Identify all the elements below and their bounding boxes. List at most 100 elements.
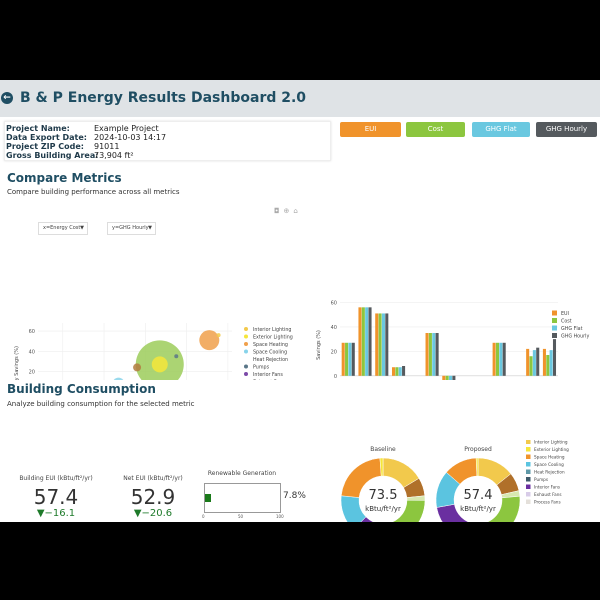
bar-ghg-hourly <box>351 342 355 376</box>
renewable-bar-fill <box>205 494 211 502</box>
pie-legend-marker <box>526 499 531 504</box>
project-name-row: Project Name: Example Project <box>6 124 159 133</box>
bar-ghg-flat <box>381 313 385 376</box>
legend-label: Space Cooling <box>253 350 287 356</box>
pie-legend-marker <box>526 492 531 497</box>
legend-marker <box>552 318 557 323</box>
ghg-flat-button[interactable]: GHG Flat <box>472 122 530 137</box>
home-icon[interactable]: ⌂ <box>293 207 302 215</box>
legend-label: Heat Rejection <box>253 357 288 363</box>
legend-label: GHG Hourly <box>561 334 589 340</box>
net-eui-label: Net EUI (kBtu/ft²/yr) <box>123 475 183 482</box>
y-tick-label: 40 <box>29 349 35 355</box>
legend-label: Pumps <box>253 365 270 371</box>
scatter-chart: −20−2000202040406060Energy Cost Savings … <box>14 323 293 380</box>
bar-ghg-flat <box>499 342 503 376</box>
pie-legend-label: Interior Fans <box>534 485 560 490</box>
scatter-point-space-heating <box>199 330 220 351</box>
pie-legend-marker <box>526 469 531 474</box>
bar-ghg-hourly <box>402 366 406 376</box>
bar-ghg-hourly <box>385 313 389 376</box>
bar-eui <box>358 307 362 376</box>
y-tick-label: 0 <box>334 374 337 380</box>
pie-legend-label: Space Heating <box>534 455 565 460</box>
bar-cost <box>378 313 382 376</box>
renewable-tick-0: 0 <box>202 514 205 519</box>
pie-legend-label: Exterior Lighting <box>534 447 569 452</box>
compare-metrics-subtitle: Compare building performance across all … <box>7 188 180 196</box>
x-axis-select[interactable]: x=Energy Cost ▼ <box>38 222 88 235</box>
y-tick-label: 60 <box>331 300 337 306</box>
pie-legend-marker <box>526 484 531 489</box>
pie-legend-label: Interior Lighting <box>534 440 568 445</box>
building-eui-value: 57.4 <box>33 485 79 509</box>
bar-ghg-flat <box>532 350 536 376</box>
bar-ghg-hourly <box>435 333 439 376</box>
y-tick-label: 60 <box>29 329 35 335</box>
back-arrow-icon[interactable]: ← <box>1 92 13 104</box>
y-axis-title: Savings (%) <box>316 330 322 360</box>
bar-eui <box>526 348 530 376</box>
building-eui-delta: ▼−16.1 <box>36 508 76 519</box>
legend-marker <box>552 310 557 316</box>
building-eui-label: Building EUI (kBtu/ft²/yr) <box>19 475 93 482</box>
scatter-point-service-water-heating <box>133 363 142 372</box>
pie-legend-label: Exhaust Fans <box>534 492 562 497</box>
donut-slice-receptacle-equipment <box>486 495 521 522</box>
proposed-title: Proposed <box>464 446 492 453</box>
net-eui-delta: ▼−20.6 <box>133 508 173 519</box>
donut-slice-exterior-lighting <box>475 457 479 477</box>
bar-ghg-flat <box>449 375 453 380</box>
bar-ghg-hourly <box>368 307 372 376</box>
renewable-bar-frame <box>204 483 281 513</box>
legend-marker <box>552 325 557 331</box>
bar-ghg-hourly <box>552 339 557 376</box>
ghg-hourly-button[interactable]: GHG Hourly <box>536 122 597 137</box>
y-axis-title: GHG Hourly Savings (%) <box>14 346 20 380</box>
bar-eui <box>542 348 546 376</box>
baseline-title: Baseline <box>370 446 396 453</box>
pie-legend-label: Space Cooling <box>534 462 564 467</box>
page-title: B & P Energy Results Dashboard 2.0 <box>20 90 307 106</box>
legend-marker <box>244 334 248 339</box>
legend-marker <box>244 342 248 346</box>
y-axis-select[interactable]: y=GHG Hourly ▼ <box>107 222 156 235</box>
y-tick-label: 40 <box>331 325 337 331</box>
dashboard: ← B & P Energy Results Dashboard 2.0 Pro… <box>0 80 600 522</box>
scatter-point-pumps <box>174 354 179 359</box>
net-eui-value: 52.9 <box>130 485 176 509</box>
caret-down-icon: ▼ <box>80 225 84 231</box>
pie-legend-label: Heat Rejection <box>534 470 565 475</box>
eui-button[interactable]: EUI <box>340 122 401 137</box>
bar-eui <box>391 367 396 376</box>
donut-center-unit: kBtu/ft²/yr <box>460 505 496 513</box>
building-consumption-subtitle: Analyze building consumption for the sel… <box>7 400 195 408</box>
legend-marker <box>244 357 248 361</box>
renewable-label: Renewable Generation <box>207 470 277 477</box>
donut-center-unit: kBtu/ft²/yr <box>365 505 401 513</box>
donut-center-value: 57.4 <box>464 488 493 503</box>
scatter-point-space-cooling <box>113 377 124 380</box>
bar-cost <box>361 307 365 376</box>
cost-button[interactable]: Cost <box>406 122 465 137</box>
pie-legend-marker <box>526 454 531 459</box>
project-info-card: Project Name: Example Project Data Export… <box>4 121 331 161</box>
bar-cost <box>495 342 500 376</box>
bar-eui <box>442 375 446 380</box>
zoom-icon[interactable]: ⊕ <box>283 207 294 215</box>
legend-marker <box>244 364 248 369</box>
legend-label: Space Heating <box>253 342 288 348</box>
donut-charts: Baseline 73.5 kBtu/ft²/yr Proposed 57.4 kBtu/… <box>340 440 569 522</box>
compare-metrics-title: Compare Metrics <box>7 171 122 185</box>
bar-ghg-flat <box>365 307 369 376</box>
pie-legend-label: Process Fans <box>534 500 561 505</box>
bar-chart: −200204060Savings (%)Interior LightingEx… <box>316 300 589 380</box>
camera-icon[interactable]: ◘ <box>274 207 284 215</box>
bar-cost <box>529 356 533 376</box>
scatter-point-exterior-lighting <box>151 356 168 373</box>
bar-eui <box>341 342 345 376</box>
bar-ghg-flat <box>398 367 402 376</box>
legend-marker <box>244 372 248 376</box>
donut-slice-receptacle-equipment <box>391 499 426 522</box>
renewable-tick-50: 50 <box>238 514 244 519</box>
